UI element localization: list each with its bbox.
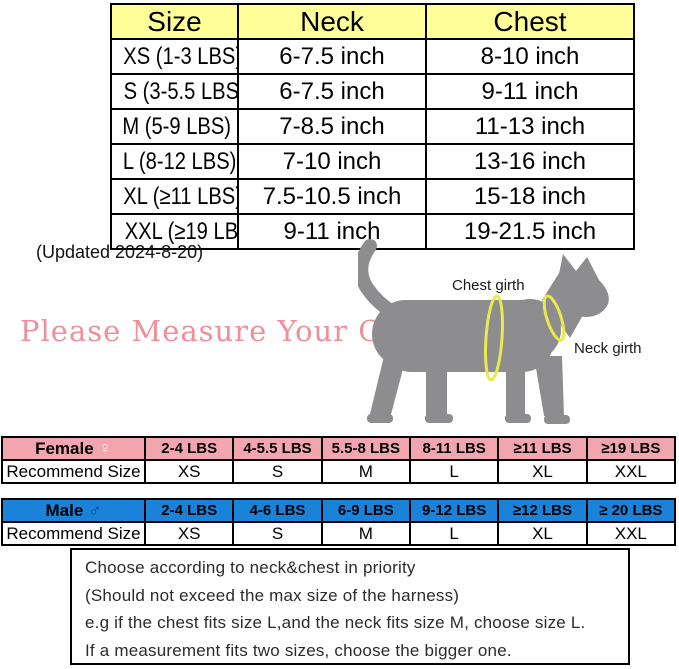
chest-cell: 15-18 inch [425, 178, 635, 215]
neck-cell: 7-8.5 inch [237, 108, 427, 145]
female-size-table: Female ♀ 2-4 LBS 4-5.5 LBS 5.5-8 LBS 8-1… [1, 436, 677, 484]
note-line: e.g if the chest fits size L,and the nec… [85, 613, 586, 632]
updated-date-note: (Updated 2024-8-20) [36, 242, 204, 262]
table-row: M (5-9 LBS) 7-8.5 inch 11-13 inch [110, 108, 635, 145]
size-cell: XS (1-3 LBS) [110, 38, 239, 75]
male-sizes-row: Recommend Size XS S M L XL XXL [1, 521, 677, 546]
chest-cell: 8-10 inch [425, 38, 635, 75]
note-line: If a measurement fits two sizes, choose … [85, 640, 512, 660]
size-value-cell: S [232, 459, 323, 484]
size-value-cell: M [320, 521, 411, 546]
cat-silhouette-icon [358, 239, 609, 424]
female-symbol-icon: ♀ [98, 438, 112, 458]
col-header-neck: Neck [237, 3, 427, 40]
cat-measurement-diagram: Chest girth Neck girth [358, 238, 679, 430]
measure-your-cat-title: Please Measure Your Cat [20, 314, 413, 348]
table-row: XXL (≥19 LBS) 9-11 inch 19-21.5 inch [110, 213, 635, 250]
neck-girth-label: Neck girth [574, 340, 642, 357]
chest-girth-label: Chest girth [452, 277, 525, 294]
weight-cell: 6-9 LBS [320, 498, 411, 523]
weight-cell: ≥11 LBS [497, 436, 588, 461]
recommend-size-label: Recommend Size [1, 521, 146, 546]
size-value-cell: XXL [585, 459, 677, 484]
neck-cell: 7-10 inch [237, 143, 427, 180]
male-size-table: Male ♂ 2-4 LBS 4-6 LBS 6-9 LBS 9-12 LBS … [1, 498, 677, 546]
weight-cell: ≥19 LBS [585, 436, 677, 461]
male-symbol-icon: ♂ [88, 500, 102, 520]
female-header-row: Female ♀ 2-4 LBS 4-5.5 LBS 5.5-8 LBS 8-1… [1, 436, 677, 461]
chest-cell: 11-13 inch [425, 108, 635, 145]
size-value-cell: XS [143, 521, 235, 546]
size-value-cell: XXL [585, 521, 677, 546]
weight-cell: 4-6 LBS [232, 498, 323, 523]
weight-cell: 4-5.5 LBS [232, 436, 323, 461]
neck-girth-ring [542, 294, 566, 342]
chest-cell: 19-21.5 inch [425, 213, 635, 250]
weight-cell: 5.5-8 LBS [320, 436, 411, 461]
table-row: XS (1-3 LBS) 6-7.5 inch 8-10 inch [110, 38, 635, 75]
size-cell: XL (≥11 LBS) [110, 178, 239, 215]
chest-cell: 13-16 inch [425, 143, 635, 180]
size-value-cell: M [320, 459, 411, 484]
size-cell: M (5-9 LBS) [110, 108, 239, 145]
recommend-size-label: Recommend Size [1, 459, 146, 484]
table-header-row: Size Neck Chest [110, 3, 635, 40]
harness-size-table: Size Neck Chest XS (1-3 LBS) 6-7.5 inch … [110, 3, 635, 250]
weight-cell: 2-4 LBS [143, 436, 235, 461]
neck-cell: 6-7.5 inch [237, 73, 427, 110]
note-line: Choose according to neck&chest in priori… [85, 558, 416, 577]
male-header-row: Male ♂ 2-4 LBS 4-6 LBS 6-9 LBS 9-12 LBS … [1, 498, 677, 523]
fitting-notes-box: Choose according to neck&chest in priori… [70, 548, 630, 665]
neck-cell: 7.5-10.5 inch [237, 178, 427, 215]
neck-cell: 6-7.5 inch [237, 38, 427, 75]
note-line: (Should not exceed the max size of the h… [85, 585, 460, 605]
chest-cell: 9-11 inch [425, 73, 635, 110]
size-cell: S (3-5.5 LBS) [110, 73, 239, 110]
weight-cell: ≥12 LBS [497, 498, 588, 523]
weight-cell: 9-12 LBS [408, 498, 500, 523]
size-cell: L (8-12 LBS) [110, 143, 239, 180]
col-header-size: Size [110, 3, 239, 40]
weight-cell: ≥ 20 LBS [585, 498, 677, 523]
male-label: Male [45, 501, 84, 520]
size-value-cell: L [408, 459, 500, 484]
female-sizes-row: Recommend Size XS S M L XL XXL [1, 459, 677, 484]
weight-cell: 8-11 LBS [408, 436, 500, 461]
size-value-cell: L [408, 521, 500, 546]
neck-cell: 9-11 inch [237, 213, 427, 250]
col-header-chest: Chest [425, 3, 635, 40]
size-value-cell: XS [143, 459, 235, 484]
size-cell: XXL (≥19 LBS) [110, 213, 239, 250]
chest-girth-ring [483, 294, 505, 382]
weight-cell: 2-4 LBS [143, 498, 235, 523]
female-label: Female [35, 439, 94, 458]
male-label-cell: Male ♂ [1, 498, 146, 523]
size-value-cell: XL [497, 521, 588, 546]
table-row: S (3-5.5 LBS) 6-7.5 inch 9-11 inch [110, 73, 635, 110]
table-row: L (8-12 LBS) 7-10 inch 13-16 inch [110, 143, 635, 180]
female-label-cell: Female ♀ [1, 436, 146, 461]
table-row: XL (≥11 LBS) 7.5-10.5 inch 15-18 inch [110, 178, 635, 215]
size-value-cell: XL [497, 459, 588, 484]
size-value-cell: S [232, 521, 323, 546]
